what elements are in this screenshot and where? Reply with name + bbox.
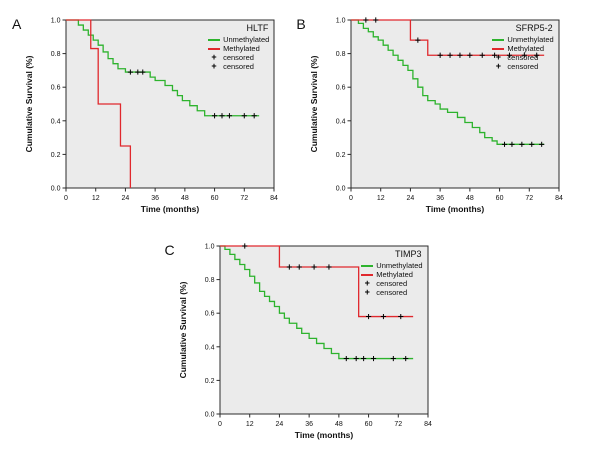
legend-item-censored-2: + censored [492, 61, 553, 72]
svg-text:48: 48 [335, 421, 343, 428]
censored-plus-icon: + [495, 61, 502, 71]
svg-text:0.8: 0.8 [51, 51, 61, 58]
legend-item-methylated: Methylated [492, 44, 553, 53]
svg-text:84: 84 [424, 421, 432, 428]
svg-text:72: 72 [394, 421, 402, 428]
censored-plus-icon: + [211, 52, 217, 62]
bottom-row: C 0 12 24 36 48 60 72 84 0.0 0.2 0.4 0.6 0.8 1.0 Time … [0, 238, 600, 448]
plot-b-legend-block: SFRP5-2 Unmethylated Methylated + censore… [492, 23, 554, 72]
plot-wrap-c: 0 12 24 36 48 60 72 84 0.0 0.2 0.4 0.6 0.8 1.0 Time (m… [176, 238, 436, 448]
unmethylated-line-marker [361, 264, 374, 267]
svg-text:0.0: 0.0 [204, 412, 214, 419]
survival-plot-a: 0 12 24 36 48 60 72 84 0.0 0.2 0.4 0.6 0.8 1.0 Time (m… [24, 18, 278, 215]
plot-wrap-a: 0 12 24 36 48 60 72 84 0.0 0.2 0.4 0.6 0.8 1.0 Time (m… [22, 12, 282, 222]
svg-text:Cumulative Survival (%): Cumulative Survival (%) [309, 55, 319, 152]
legend-b: Unmethylated Methylated + censored + censo… [492, 35, 554, 72]
svg-text:1.0: 1.0 [204, 244, 214, 251]
plot-a-legend-block: HLTF Unmethylated Methylated + censored +… [208, 23, 269, 71]
legend-a: Unmethylated Methylated + censored + censo… [208, 35, 269, 71]
legend-item-censored-1: + censored [208, 52, 269, 63]
svg-text:12: 12 [245, 421, 253, 428]
plot-title-c: TIMP3 [395, 249, 422, 259]
svg-text:Time (months): Time (months) [141, 204, 200, 214]
top-row: A 0 12 24 36 48 60 72 84 0.0 0.2 0.4 0.6 0.8 1.0 Time … [0, 12, 600, 222]
svg-text:24: 24 [406, 195, 414, 202]
plot-title-b: SFRP5-2 [515, 23, 553, 33]
censored-plus-icon: + [211, 61, 217, 71]
svg-text:Time (months): Time (months) [425, 204, 484, 214]
svg-text:0.8: 0.8 [335, 51, 345, 58]
svg-text:0: 0 [218, 421, 222, 428]
survival-plot-c: 0 12 24 36 48 60 72 84 0.0 0.2 0.4 0.6 0.8 1.0 Time (m… [178, 243, 432, 440]
legend-item-methylated: Methylated [208, 44, 269, 53]
svg-text:0.2: 0.2 [204, 378, 214, 385]
svg-text:1.0: 1.0 [51, 18, 61, 25]
svg-text:1.0: 1.0 [335, 18, 345, 25]
plot-c-legend-block: TIMP3 Unmethylated Methylated + censored … [361, 249, 423, 298]
unmethylated-line-marker [208, 38, 221, 41]
panel-b: B 0 12 24 36 48 60 72 84 0.0 0.2 0.4 0.6 0.8 1.0 Time … [296, 12, 566, 222]
censored-plus-icon: + [364, 278, 370, 288]
censored-plus-icon: + [495, 52, 502, 62]
svg-text:60: 60 [211, 195, 219, 202]
methylated-line-marker [208, 47, 221, 50]
plot-title-a: HLTF [246, 23, 269, 33]
plot-wrap-b: 0 12 24 36 48 60 72 84 0.0 0.2 0.4 0.6 0.8 1.0 Time (m… [307, 12, 567, 222]
svg-text:12: 12 [92, 195, 100, 202]
panel-c: C 0 12 24 36 48 60 72 84 0.0 0.2 0.4 0.6 0.8 1.0 Time … [164, 238, 435, 448]
legend-item-methylated: Methylated [361, 270, 422, 279]
legend-item-censored-1: + censored [361, 278, 422, 289]
svg-text:0.0: 0.0 [335, 186, 345, 193]
svg-text:60: 60 [364, 421, 372, 428]
legend-item-unmethylated: Unmethylated [208, 35, 269, 44]
svg-text:Cumulative Survival (%): Cumulative Survival (%) [178, 281, 188, 378]
svg-text:24: 24 [122, 195, 130, 202]
svg-text:0.6: 0.6 [204, 311, 214, 318]
svg-text:24: 24 [275, 421, 283, 428]
svg-text:84: 84 [555, 195, 563, 202]
panel-label-a: A [12, 16, 22, 32]
svg-text:Cumulative Survival (%): Cumulative Survival (%) [24, 55, 34, 152]
svg-text:0: 0 [64, 195, 68, 202]
svg-text:72: 72 [241, 195, 249, 202]
panel-a: A 0 12 24 36 48 60 72 84 0.0 0.2 0.4 0.6 0.8 1.0 Time … [12, 12, 282, 222]
svg-text:84: 84 [270, 195, 278, 202]
legend-item-censored-2: + censored [208, 61, 269, 72]
unmethylated-line-marker [492, 38, 505, 41]
methylated-line-marker [492, 47, 505, 50]
legend-item-censored-1: + censored [492, 52, 553, 63]
censored-plus-icon: + [364, 287, 370, 297]
legend-item-unmethylated: Unmethylated [492, 35, 554, 44]
svg-text:12: 12 [377, 195, 385, 202]
svg-text:0.2: 0.2 [51, 152, 61, 159]
svg-text:0.4: 0.4 [51, 118, 61, 125]
svg-text:Time (months): Time (months) [294, 430, 353, 440]
legend-item-unmethylated: Unmethylated [361, 261, 423, 270]
legend-c: Unmethylated Methylated + censored + censo… [361, 261, 423, 298]
panel-label-c: C [164, 242, 175, 258]
svg-text:60: 60 [495, 195, 503, 202]
legend-item-censored-2: + censored [361, 287, 422, 298]
svg-text:48: 48 [466, 195, 474, 202]
svg-text:0.6: 0.6 [51, 85, 61, 92]
svg-text:0.2: 0.2 [335, 152, 345, 159]
svg-text:0.0: 0.0 [51, 186, 61, 193]
panel-label-b: B [296, 16, 306, 32]
survival-plot-b: 0 12 24 36 48 60 72 84 0.0 0.2 0.4 0.6 0.8 1.0 Time (m… [309, 17, 563, 214]
svg-text:36: 36 [305, 421, 313, 428]
methylated-line-marker [361, 273, 374, 276]
svg-text:0.8: 0.8 [204, 277, 214, 284]
svg-text:72: 72 [525, 195, 533, 202]
svg-text:0.4: 0.4 [335, 118, 345, 125]
svg-text:0.4: 0.4 [204, 344, 214, 351]
svg-text:36: 36 [436, 195, 444, 202]
svg-text:36: 36 [152, 195, 160, 202]
svg-text:0: 0 [349, 195, 353, 202]
svg-text:48: 48 [181, 195, 189, 202]
svg-text:0.6: 0.6 [335, 85, 345, 92]
